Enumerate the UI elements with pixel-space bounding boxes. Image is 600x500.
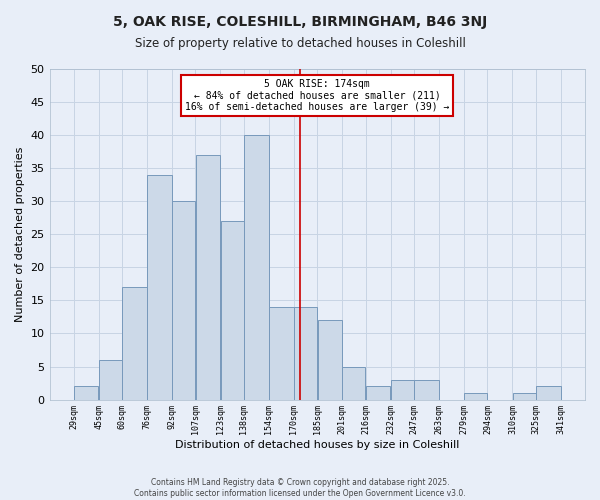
Y-axis label: Number of detached properties: Number of detached properties [15,146,25,322]
Bar [415,380,439,400]
Bar [317,320,342,400]
Bar [343,366,365,400]
Text: 5 OAK RISE: 174sqm
← 84% of detached houses are smaller (211)
16% of semi-detach: 5 OAK RISE: 174sqm ← 84% of detached hou… [185,79,449,112]
Bar [464,393,487,400]
Bar [391,380,414,400]
Bar [244,135,269,400]
Bar [99,360,122,400]
Text: 5, OAK RISE, COLESHILL, BIRMINGHAM, B46 3NJ: 5, OAK RISE, COLESHILL, BIRMINGHAM, B46 … [113,15,487,29]
Bar [172,201,195,400]
Bar [221,221,244,400]
Bar [269,307,293,400]
Bar [74,386,98,400]
Bar [513,393,536,400]
Bar [294,307,317,400]
Bar [196,155,220,400]
Text: Contains HM Land Registry data © Crown copyright and database right 2025.
Contai: Contains HM Land Registry data © Crown c… [134,478,466,498]
Bar [147,175,172,400]
Text: Size of property relative to detached houses in Coleshill: Size of property relative to detached ho… [134,38,466,51]
X-axis label: Distribution of detached houses by size in Coleshill: Distribution of detached houses by size … [175,440,460,450]
Bar [536,386,560,400]
Bar [122,287,147,400]
Bar [366,386,391,400]
